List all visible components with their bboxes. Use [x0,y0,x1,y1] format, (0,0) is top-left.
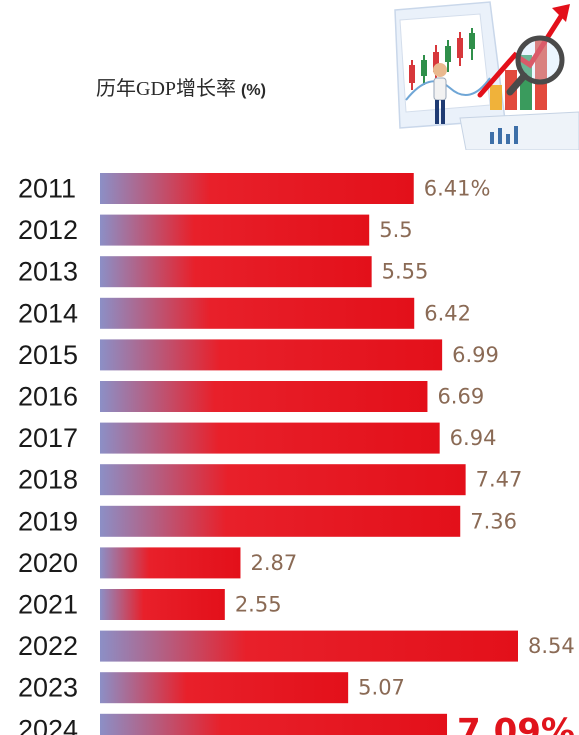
value-label-2018: 7.47 [476,468,523,492]
value-label-2024: 7.09% [457,711,575,735]
value-label-2022: 8.54 [528,634,575,658]
bar-2022 [100,630,518,662]
year-label-2016: 2016 [18,382,78,412]
year-label-2023: 2023 [18,673,78,703]
growth-chart-illustration [394,1,579,150]
bar-2012 [100,214,370,246]
value-label-2011: 6.41% [424,177,491,201]
year-label-2013: 2013 [18,257,78,287]
bar-2017 [100,422,440,454]
value-label-2013: 5.55 [382,260,429,284]
bar-2013 [100,256,372,288]
value-labels-group: 6.41% 5.5 5.55 6.42 6.99 6.69 6.94 7.47 7.36 2.87… [235,177,575,735]
value-label-2017: 6.94 [450,426,497,450]
chart-title-unit: (%) [241,82,266,99]
bar-2019 [100,505,461,537]
value-label-2021: 2.55 [235,593,282,617]
bar-2024 [100,713,448,735]
value-label-2014: 6.42 [424,301,471,325]
bar-2020 [100,547,241,579]
bar-2023 [100,672,349,704]
year-label-2012: 2012 [18,215,78,245]
year-label-2017: 2017 [18,423,78,453]
value-label-2019: 7.36 [470,509,517,533]
value-label-2015: 6.99 [452,343,499,367]
year-label-2024: 2024 [18,714,78,735]
chart-title: 历年GDP增长率 (%) [96,72,266,101]
year-labels-group: 2011 2012 2013 2014 2015 2016 2017 2018 2019 2020… [18,174,78,735]
year-label-2021: 2021 [18,590,78,620]
year-label-2014: 2014 [18,298,78,328]
bar-2018 [100,464,466,496]
year-label-2015: 2015 [18,340,78,370]
year-label-2011: 2011 [18,174,76,204]
bar-2011 [100,173,414,204]
year-label-2018: 2018 [18,465,78,495]
gdp-growth-bar-chart: 2011 2012 2013 2014 2015 2016 2017 2018 2019 2020… [18,173,575,735]
bars-group [100,173,518,735]
year-label-2019: 2019 [18,506,78,536]
value-label-2023: 5.07 [358,676,405,700]
value-label-2012: 5.5 [379,218,412,242]
bar-2021 [100,589,225,620]
year-label-2022: 2022 [18,631,78,661]
bar-2016 [100,381,428,412]
bar-2015 [100,339,443,371]
value-label-2016: 6.69 [437,385,484,409]
value-label-2020: 2.87 [250,551,297,575]
chart-title-text: 历年GDP增长率 [96,78,237,100]
year-label-2020: 2020 [18,548,78,578]
bar-2014 [100,297,415,329]
